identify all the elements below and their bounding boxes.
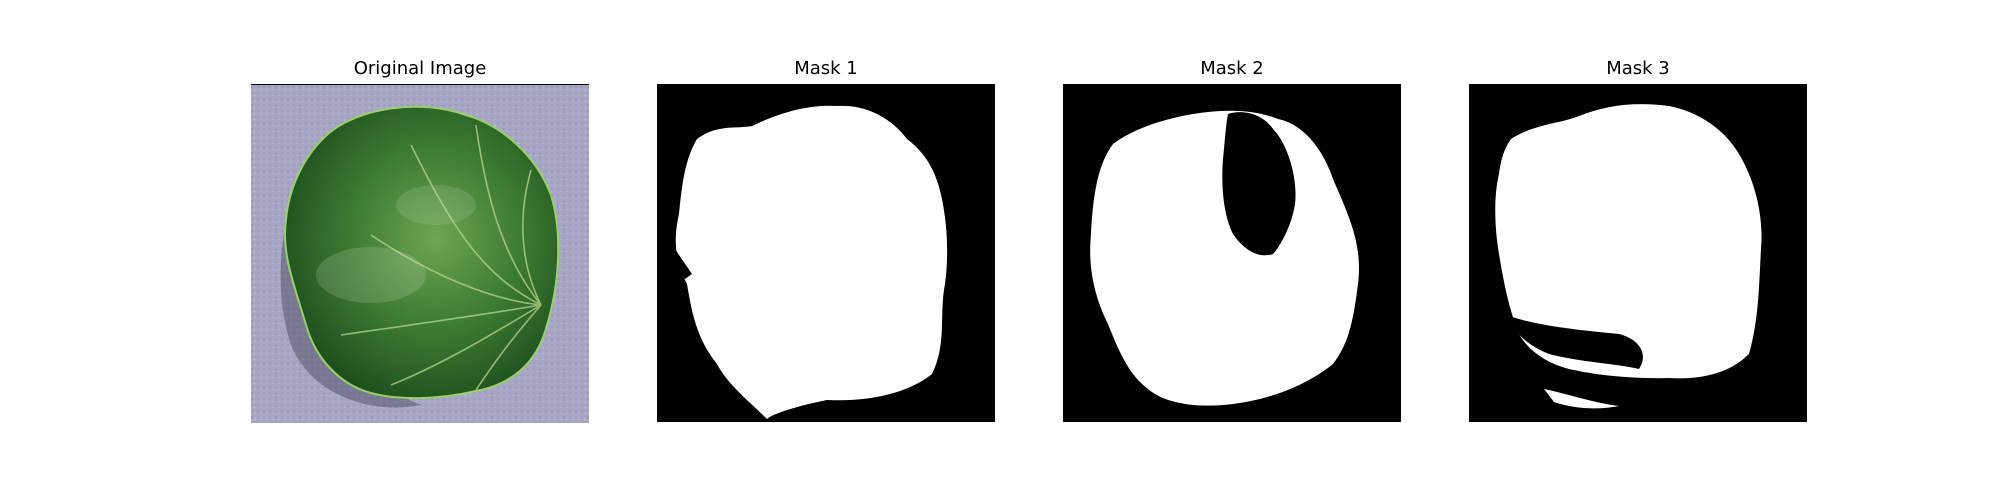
mask-3-shape bbox=[1469, 84, 1807, 422]
mask-2-image bbox=[1063, 84, 1401, 422]
mask-1-image bbox=[657, 84, 995, 422]
mask-2-shape bbox=[1063, 84, 1401, 422]
leaf-photo bbox=[251, 85, 589, 423]
panel-title-mask-1: Mask 1 bbox=[794, 58, 858, 79]
panel-title-original: Original Image bbox=[353, 58, 487, 79]
panel-title-mask-2: Mask 2 bbox=[1200, 58, 1264, 79]
original-image bbox=[251, 84, 589, 423]
mask-1-shape bbox=[657, 84, 995, 422]
mask-3-image bbox=[1469, 84, 1807, 422]
panel-title-mask-3: Mask 3 bbox=[1606, 58, 1670, 79]
